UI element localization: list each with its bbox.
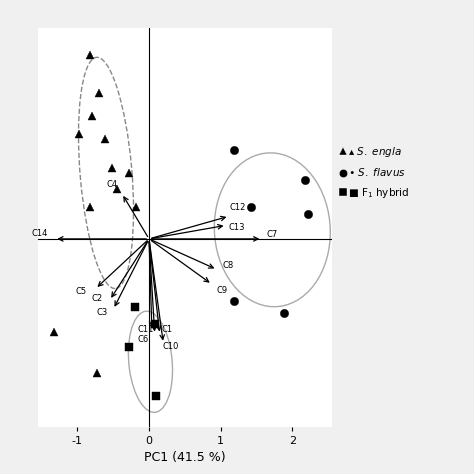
Text: C10: C10 [162, 343, 179, 351]
Text: C2: C2 [92, 293, 103, 302]
Text: C9: C9 [217, 286, 228, 294]
Text: C4: C4 [106, 180, 117, 189]
Text: C12: C12 [230, 202, 246, 211]
Text: C7: C7 [267, 230, 278, 239]
Text: C5: C5 [75, 287, 86, 296]
X-axis label: PC1 (41.5 %): PC1 (41.5 %) [144, 451, 226, 464]
Text: C13: C13 [228, 223, 245, 232]
Legend: $\blacktriangle$ $\it{S.}$ $\it{engla}$, $\bullet$ $\it{S.}$ $\it{flavus}$, $\bl: $\blacktriangle$ $\it{S.}$ $\it{engla}$,… [343, 145, 410, 200]
Text: C1: C1 [161, 326, 173, 334]
Text: C6: C6 [137, 335, 149, 344]
Text: C3: C3 [97, 309, 108, 317]
Text: C14: C14 [32, 229, 48, 237]
Text: C8: C8 [222, 261, 234, 270]
Text: C11: C11 [137, 326, 154, 334]
